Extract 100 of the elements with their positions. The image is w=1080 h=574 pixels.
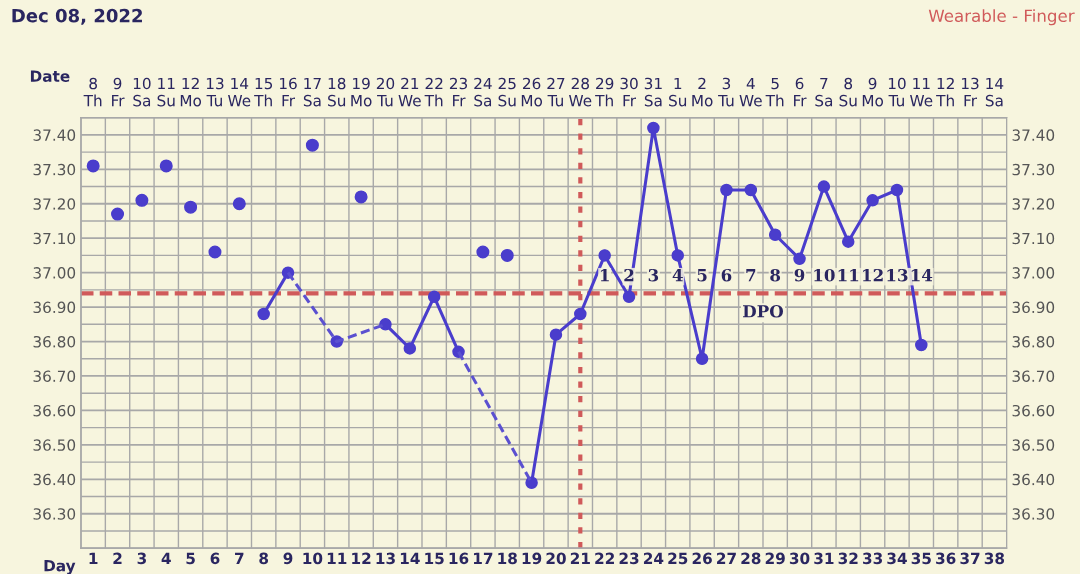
x2-tick-label: 28 We bbox=[569, 77, 592, 107]
x-tick-label: 6 bbox=[210, 552, 220, 565]
x-tick-label: 32 bbox=[838, 552, 858, 565]
annotation: 13 bbox=[887, 268, 908, 282]
x-tick-label: 3 bbox=[137, 552, 146, 565]
point bbox=[817, 180, 831, 193]
point bbox=[208, 245, 222, 259]
annotation: 6 bbox=[721, 268, 732, 282]
point bbox=[403, 342, 417, 355]
point bbox=[379, 318, 392, 331]
x-tick-label: 12 bbox=[352, 552, 371, 564]
x2-tick-label: 13 Tu bbox=[206, 77, 224, 107]
point bbox=[257, 307, 270, 321]
x2-tick-label: 26 Mo bbox=[521, 77, 543, 107]
x-tick-label: 35 bbox=[911, 552, 931, 565]
x-axis-title: Day bbox=[44, 560, 76, 574]
annotation: 5 bbox=[697, 269, 707, 282]
point bbox=[500, 248, 514, 262]
x-tick-label: 16 bbox=[449, 552, 469, 565]
x2-tick-label: 13 Fr bbox=[961, 77, 979, 107]
point bbox=[476, 245, 490, 259]
y2-tick-label: 37.00 bbox=[1012, 267, 1055, 279]
x2-tick-label: 2 Mo bbox=[692, 77, 713, 107]
point bbox=[695, 352, 709, 366]
x2-tick-label: 9 Mo bbox=[862, 77, 884, 107]
x-tick-label: 38 bbox=[984, 552, 1005, 565]
x2-tick-label: 14 We bbox=[228, 77, 251, 107]
x-tick-label: 1 bbox=[89, 552, 98, 564]
y-tick-label: 36.70 bbox=[33, 370, 76, 382]
point bbox=[354, 190, 368, 204]
x2-tick-label: 24 Sa bbox=[474, 77, 492, 107]
y2-tick-label: 36.80 bbox=[1012, 336, 1055, 348]
x2-tick-label: 12 Th bbox=[936, 77, 954, 107]
y2-tick-label: 36.70 bbox=[1012, 370, 1055, 382]
x2-tick-label: 15 Th bbox=[254, 77, 273, 107]
y-tick-label: 36.80 bbox=[33, 336, 76, 348]
y2-tick-label: 36.60 bbox=[1012, 404, 1055, 417]
x-tick-label: 15 bbox=[425, 552, 444, 565]
y2-tick-label: 36.50 bbox=[1012, 439, 1055, 451]
y-tick-label: 37.00 bbox=[33, 267, 76, 279]
annotation: DPO bbox=[743, 304, 784, 318]
x2-tick-label: 5 Th bbox=[765, 77, 784, 107]
x2-tick-label: 14 Sa bbox=[985, 77, 1004, 107]
x-tick-label: 8 bbox=[259, 552, 269, 565]
x-tick-label: 21 bbox=[570, 552, 590, 564]
x2-tick-label: 1 Su bbox=[669, 77, 687, 107]
x2-tick-label: 11 We bbox=[910, 77, 933, 107]
annotation: 7 bbox=[746, 269, 756, 282]
point bbox=[866, 194, 879, 207]
x2-tick-label: 4 We bbox=[739, 77, 762, 107]
point bbox=[744, 183, 758, 197]
y2-tick-label: 37.40 bbox=[1012, 129, 1055, 141]
x-tick-label: 31 bbox=[814, 552, 834, 565]
y-tick-label: 36.50 bbox=[33, 439, 76, 451]
x2-tick-label: 6 Fr bbox=[794, 77, 807, 107]
y-tick-label: 37.20 bbox=[33, 198, 76, 210]
point bbox=[574, 307, 587, 321]
x2-tick-label: 18 Su bbox=[328, 77, 346, 107]
point bbox=[305, 138, 319, 152]
y-tick-label: 36.40 bbox=[33, 473, 76, 486]
point bbox=[622, 290, 636, 304]
x-tick-label: 19 bbox=[522, 552, 542, 565]
x-tick-label: 18 bbox=[498, 552, 517, 565]
annotation: 8 bbox=[770, 268, 781, 282]
y2-tick-label: 36.90 bbox=[1012, 301, 1055, 314]
x2-tick-label: 11 Su bbox=[157, 77, 175, 107]
x-tick-label: 23 bbox=[619, 552, 639, 565]
x-tick-label: 14 bbox=[400, 552, 420, 564]
x-tick-label: 10 bbox=[303, 552, 323, 565]
point bbox=[111, 207, 125, 221]
x-tick-label: 28 bbox=[741, 552, 761, 565]
point bbox=[671, 249, 684, 262]
x-tick-label: 37 bbox=[960, 552, 980, 565]
annotation: 2 bbox=[624, 268, 634, 282]
x-tick-label: 17 bbox=[473, 552, 493, 564]
chart-subtitle: Wearable - Finger bbox=[928, 9, 1075, 26]
annotation: 4 bbox=[672, 268, 683, 282]
point bbox=[647, 121, 660, 135]
x2-tick-label: 12 Mo bbox=[180, 77, 202, 107]
x-tick-label: 22 bbox=[595, 552, 614, 564]
x-tick-label: 20 bbox=[546, 552, 566, 565]
x-tick-label: 4 bbox=[161, 552, 171, 564]
annotation: 10 bbox=[814, 268, 835, 282]
x2-tick-label: 27 Tu bbox=[547, 77, 565, 107]
x-tick-label: 30 bbox=[789, 552, 810, 565]
x2-tick-label: 29 Th bbox=[595, 77, 614, 107]
point bbox=[890, 183, 904, 197]
x-tick-label: 13 bbox=[376, 552, 395, 565]
x-tick-label: 9 bbox=[283, 552, 293, 565]
x2-axis-title: Date bbox=[30, 70, 70, 82]
x2-tick-label: 22 Th bbox=[424, 77, 443, 107]
point bbox=[159, 159, 173, 173]
x-tick-label: 5 bbox=[186, 552, 195, 565]
annotation: 3 bbox=[648, 268, 659, 282]
point bbox=[841, 235, 855, 248]
x2-tick-label: 10 Sa bbox=[133, 77, 151, 107]
x-tick-label: 2 bbox=[113, 552, 122, 564]
x2-tick-label: 3 Tu bbox=[718, 77, 734, 107]
x2-tick-label: 17 Sa bbox=[303, 77, 321, 107]
point bbox=[232, 197, 246, 211]
